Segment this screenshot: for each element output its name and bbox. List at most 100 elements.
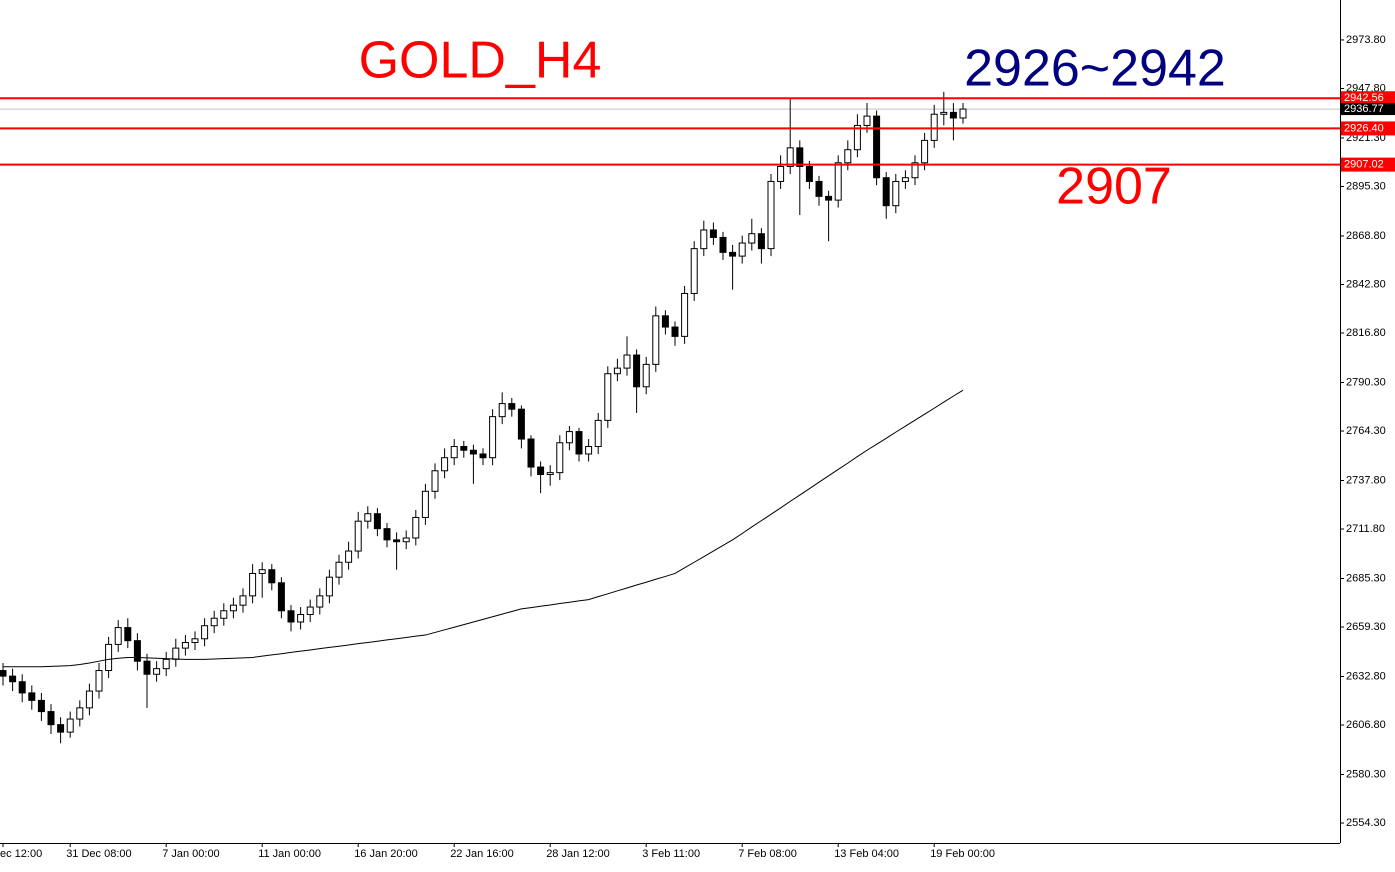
candle-body [258, 569, 266, 574]
candle-body [191, 638, 199, 644]
x-tick-label: 22 Jan 16:00 [450, 848, 514, 860]
candle-body [719, 236, 727, 253]
candle-body [249, 572, 257, 597]
candle-body [287, 610, 295, 623]
candle-body [210, 617, 218, 627]
candle-body [633, 354, 641, 388]
candle-body [671, 326, 679, 337]
level-label-box [1341, 91, 1395, 106]
candle-body [383, 528, 391, 541]
candle-body [76, 707, 84, 720]
candle-body [393, 539, 401, 543]
candle-body [153, 668, 161, 675]
x-tick-label: 28 Jan 12:00 [546, 848, 610, 860]
level-label-box [1341, 157, 1395, 172]
candle-body [805, 166, 813, 182]
x-tick-label: 31 Dec 08:00 [66, 848, 131, 860]
candle-body [565, 431, 573, 444]
x-tick-label: 3 Feb 11:00 [642, 848, 700, 860]
candle-body [604, 373, 612, 421]
candle-body [28, 692, 36, 701]
x-tick-label: 19 Feb 00:00 [930, 848, 995, 860]
candle-body [277, 582, 285, 612]
candle-body [9, 675, 17, 683]
candle-body [114, 627, 122, 645]
moving-average [3, 389, 964, 668]
candle-body [162, 658, 170, 670]
candle-body [335, 561, 343, 578]
candle-body [373, 513, 381, 530]
candle-body [594, 419, 602, 448]
candle-body [892, 180, 900, 207]
y-tick-label: 2554.30 [1346, 817, 1386, 829]
candle-body [57, 724, 65, 733]
candle-body [940, 111, 948, 115]
candle-body [268, 569, 276, 584]
y-tick-label: 2868.80 [1346, 230, 1386, 242]
annotation: 2926~2942 [964, 40, 1226, 98]
candle-body [441, 457, 449, 472]
candle-body [325, 576, 333, 597]
candle-body [133, 640, 141, 662]
candle-body [469, 449, 477, 455]
candle-body [729, 251, 737, 257]
candle-body [95, 670, 103, 692]
candle-body [0, 670, 7, 677]
candle-body [585, 446, 593, 455]
candle-body [181, 642, 189, 649]
candle-body [796, 147, 804, 168]
candle-body [911, 162, 919, 179]
candle-body [623, 354, 631, 369]
y-tick-label: 2685.30 [1346, 572, 1386, 584]
candle-body [757, 233, 765, 250]
candle-body [825, 195, 833, 201]
candle-body [700, 229, 708, 250]
chart-title: GOLD_H4 [359, 32, 602, 90]
candle-body [767, 180, 775, 250]
candle-body [556, 442, 564, 474]
level-label: 2907.02 [1344, 159, 1384, 171]
candle-body [777, 166, 785, 182]
candle-body [364, 513, 372, 522]
y-tick-label: 2895.30 [1346, 180, 1386, 192]
candle-body [709, 229, 717, 238]
candle-body [921, 139, 929, 164]
candle-body [143, 660, 151, 675]
candle-body [37, 699, 45, 713]
y-tick-label: 2764.30 [1346, 425, 1386, 437]
candle-body [239, 595, 247, 606]
candle-body [537, 466, 545, 476]
candle-body [546, 472, 554, 476]
y-tick-label: 2790.30 [1346, 376, 1386, 388]
x-tick-label: 7 Jan 00:00 [162, 848, 220, 860]
candle-body [220, 610, 228, 619]
y-tick-label: 2842.80 [1346, 278, 1386, 290]
level-label-box [1341, 121, 1395, 136]
y-tick-label: 2580.30 [1346, 768, 1386, 780]
candle-body [844, 149, 852, 164]
candle-body [681, 292, 689, 337]
candle-body [306, 606, 314, 616]
candle-body [882, 177, 890, 207]
annotation: 2907 [1056, 158, 1172, 216]
candle-body [412, 516, 420, 539]
candle-body [498, 403, 506, 418]
candle-body [85, 690, 93, 709]
y-tick-label: 2711.80 [1346, 523, 1385, 535]
x-tick-label: 11 Jan 00:00 [258, 848, 321, 860]
candle-body [402, 537, 410, 543]
candle-body [66, 718, 74, 733]
candle-body [47, 711, 55, 726]
candle-body [873, 115, 881, 179]
candle-body [690, 248, 698, 294]
candle-body [959, 108, 967, 119]
candle-body [652, 315, 660, 365]
candle-body [748, 233, 756, 244]
candle-body [460, 446, 468, 451]
candle-body [786, 147, 794, 168]
candle-body [354, 520, 362, 552]
y-tick-label: 2973.80 [1346, 34, 1386, 46]
current-price-box [1341, 103, 1395, 116]
candle-body [431, 470, 439, 492]
